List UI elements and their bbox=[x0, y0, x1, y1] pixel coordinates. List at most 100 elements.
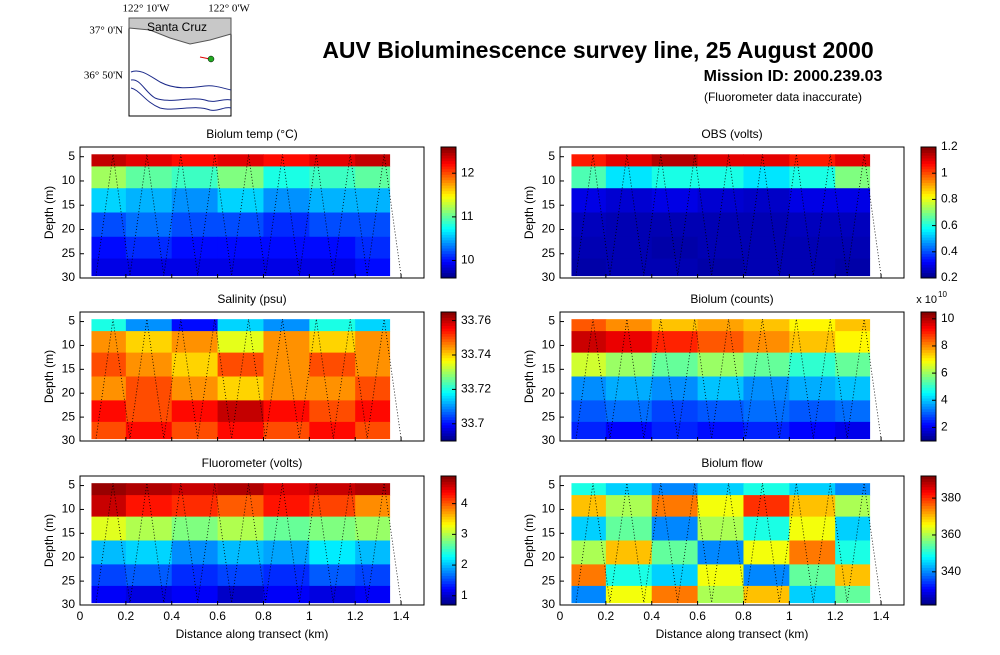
heat-cell bbox=[697, 495, 744, 518]
heat-cell bbox=[91, 585, 127, 604]
heat-cell bbox=[125, 154, 173, 167]
colorbar-step bbox=[921, 537, 936, 541]
heat-cell bbox=[125, 400, 173, 423]
colorbar-tick-label: 0.6 bbox=[941, 218, 958, 232]
heat-cell bbox=[217, 585, 264, 604]
heat-cell bbox=[571, 540, 607, 565]
heat-cell bbox=[651, 258, 699, 277]
heat-cell bbox=[91, 212, 127, 238]
colorbar-step bbox=[441, 258, 456, 263]
colorbar-step bbox=[921, 540, 936, 544]
colorbar-step bbox=[921, 217, 936, 222]
heat-cell bbox=[263, 376, 310, 401]
y-tick-label: 5 bbox=[548, 149, 555, 163]
heat-cell bbox=[697, 516, 744, 541]
colorbar-step bbox=[921, 562, 936, 566]
y-tick-label: 10 bbox=[542, 173, 556, 187]
heat-cell bbox=[263, 352, 310, 377]
heat-cell bbox=[309, 212, 356, 238]
colorbar-step bbox=[921, 379, 936, 383]
figure-title: AUV Bioluminescence survey line, 25 Augu… bbox=[322, 37, 873, 63]
colorbar-step bbox=[441, 588, 456, 593]
colorbar-step bbox=[441, 177, 456, 181]
heat-cell bbox=[217, 319, 264, 332]
colorbar-step bbox=[921, 247, 936, 252]
y-tick-label: 20 bbox=[62, 385, 76, 399]
heat-cell bbox=[789, 331, 836, 354]
colorbar-step bbox=[921, 486, 936, 490]
colorbar-step bbox=[441, 389, 456, 394]
colorbar-step bbox=[921, 481, 936, 485]
colorbar-step bbox=[441, 182, 456, 186]
colorbar-step bbox=[921, 365, 936, 369]
y-tick-label: 30 bbox=[62, 270, 76, 284]
colorbar-step bbox=[921, 314, 936, 318]
colorbar-step bbox=[441, 551, 456, 555]
colorbar-step bbox=[921, 264, 936, 268]
heat-cell bbox=[125, 166, 173, 189]
heat-cell bbox=[835, 258, 871, 277]
colorbar-step bbox=[441, 217, 456, 222]
colorbar-step bbox=[441, 373, 456, 377]
panel-title: Biolum flow bbox=[701, 456, 763, 470]
y-axis-label: Depth (m) bbox=[42, 514, 56, 567]
colorbar-tick-label: 33.7 bbox=[461, 416, 485, 430]
colorbar-step bbox=[441, 567, 456, 571]
colorbar-step bbox=[441, 387, 456, 391]
heat-cell bbox=[263, 495, 310, 518]
y-tick-label: 25 bbox=[542, 573, 556, 587]
colorbar-step bbox=[921, 272, 936, 276]
colorbar-step bbox=[921, 371, 936, 375]
colorbar-step bbox=[441, 586, 456, 590]
colorbar-tick-label: 1.2 bbox=[941, 139, 958, 153]
heat-cell bbox=[263, 564, 310, 587]
heat-cell bbox=[789, 564, 836, 587]
colorbar-step bbox=[921, 545, 936, 550]
colorbar-step bbox=[921, 355, 936, 359]
panel: Salinity (psu) Depth (m) 5 10 15 20 25 30 33.7 33… bbox=[42, 292, 491, 447]
heat-cell bbox=[651, 212, 699, 238]
colorbar-step bbox=[921, 529, 936, 533]
heat-cell bbox=[171, 212, 219, 238]
heat-cell bbox=[697, 540, 744, 565]
colorbar-step bbox=[921, 220, 936, 224]
heat-cell bbox=[355, 258, 391, 277]
colorbar-step bbox=[921, 567, 936, 571]
heat-cell bbox=[651, 331, 699, 354]
heat-cell bbox=[571, 154, 607, 167]
colorbar-step bbox=[921, 427, 936, 431]
heat-cell bbox=[571, 236, 607, 260]
heat-cell bbox=[309, 236, 356, 260]
colorbar-step bbox=[441, 484, 456, 488]
colorbar-step bbox=[921, 489, 936, 493]
colorbar-step bbox=[441, 344, 456, 348]
colorbar-tick-label: 10 bbox=[941, 311, 955, 325]
colorbar-frame bbox=[920, 311, 937, 442]
heat-cell bbox=[697, 376, 744, 401]
colorbar-step bbox=[441, 578, 456, 582]
colorbar-step bbox=[921, 185, 936, 189]
colorbar-step bbox=[921, 149, 936, 153]
colorbar-tick-label: 380 bbox=[941, 490, 961, 504]
heat-cell bbox=[125, 188, 173, 213]
heat-cell bbox=[309, 331, 356, 354]
x-axis-label: Distance along transect (km) bbox=[656, 627, 809, 641]
colorbar-step bbox=[921, 602, 936, 606]
heat-cell bbox=[263, 421, 310, 440]
colorbar-frame bbox=[920, 146, 937, 279]
colorbar-step bbox=[441, 264, 456, 268]
heat-cell bbox=[355, 400, 391, 423]
colorbar-tick-label: 11 bbox=[461, 209, 474, 223]
heat-cell bbox=[171, 331, 219, 354]
colorbar-step bbox=[921, 414, 936, 418]
heat-cell bbox=[355, 585, 391, 604]
colorbar-step bbox=[921, 330, 936, 334]
x-tick-label: 0.6 bbox=[209, 609, 226, 623]
heat-cell bbox=[217, 495, 264, 518]
colorbar-step bbox=[921, 360, 936, 364]
heat-cell bbox=[91, 154, 127, 167]
heat-cell bbox=[171, 352, 219, 377]
colorbar-step bbox=[441, 212, 456, 216]
y-tick-label: 10 bbox=[542, 338, 556, 352]
heat-cell bbox=[171, 421, 219, 440]
